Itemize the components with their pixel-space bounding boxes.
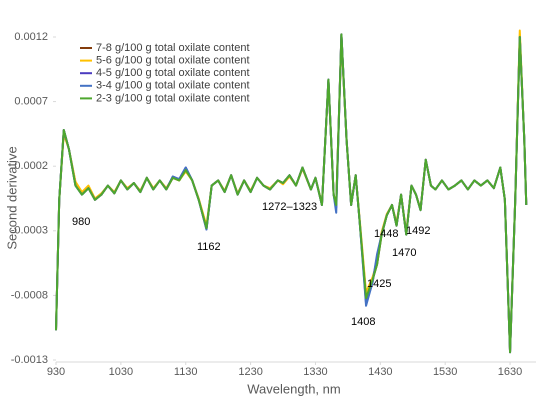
legend-label: 4-5 g/100 g total oxilate content <box>96 67 250 79</box>
annotation: 1272–1323 <box>262 201 317 213</box>
x-tick-label: 1330 <box>303 366 327 378</box>
y-tick-label: -0.0008 <box>11 289 48 301</box>
legend-label: 3-4 g/100 g total oxilate content <box>96 80 250 92</box>
x-tick-label: 1130 <box>174 366 198 378</box>
y-tick-label: 0.0007 <box>14 96 48 108</box>
annotation: 1162 <box>197 241 221 253</box>
x-tick-label: 1530 <box>433 366 457 378</box>
annotation: 1448 <box>374 228 398 240</box>
legend-label: 5-6 g/100 g total oxilate content <box>96 55 250 67</box>
x-axis-label: Wavelength, nm <box>247 381 340 396</box>
y-axis-label: Second derivative <box>4 146 19 249</box>
y-tick-label: -0.0003 <box>11 225 48 237</box>
y-tick-label: -0.0013 <box>11 354 48 366</box>
annotation: 980 <box>72 216 90 228</box>
annotation: 1492 <box>406 225 430 237</box>
y-tick-label: 0.0002 <box>14 160 48 172</box>
legend-label: 2-3 g/100 g total oxilate content <box>96 92 250 104</box>
x-tick-label: 930 <box>47 366 65 378</box>
x-tick-label: 1030 <box>109 366 133 378</box>
annotation: 1425 <box>367 278 391 290</box>
x-tick-label: 1630 <box>498 366 522 378</box>
annotation: 1408 <box>351 316 375 328</box>
series-line <box>55 33 528 354</box>
x-tick-label: 1230 <box>238 366 262 378</box>
annotation: 1470 <box>392 247 416 259</box>
x-tick-label: 1430 <box>368 366 392 378</box>
y-tick-label: 0.0012 <box>14 31 48 43</box>
legend-label: 7-8 g/100 g total oxilate content <box>96 42 250 54</box>
